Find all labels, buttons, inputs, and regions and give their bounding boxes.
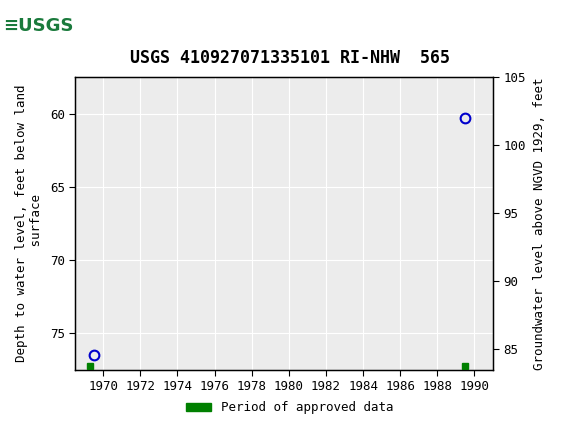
Text: USGS 410927071335101 RI-NHW  565: USGS 410927071335101 RI-NHW 565 — [130, 49, 450, 67]
Legend: Period of approved data: Period of approved data — [181, 396, 399, 419]
Y-axis label: Depth to water level, feet below land
 surface: Depth to water level, feet below land su… — [15, 85, 43, 362]
Text: ≡USGS: ≡USGS — [3, 17, 74, 35]
Bar — [0, 0, 104, 52]
Y-axis label: Groundwater level above NGVD 1929, feet: Groundwater level above NGVD 1929, feet — [533, 77, 546, 370]
